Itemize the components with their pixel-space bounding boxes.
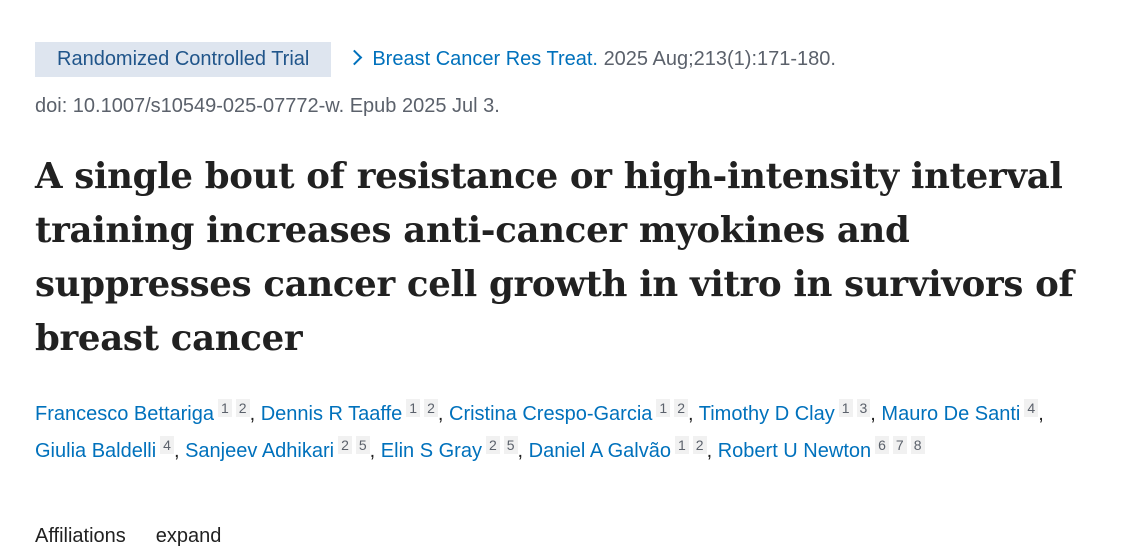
author: Sanjeev Adhikari 2 5: [185, 436, 375, 462]
doi: doi: 10.1007/s10549-025-07772-w. Epub 20…: [35, 95, 500, 117]
chevron-icon: [347, 49, 363, 66]
author: Robert U Newton 6 7 8: [717, 436, 925, 462]
affiliation-number[interactable]: 2: [338, 436, 352, 454]
author: Timothy D Clay 1 3: [698, 399, 876, 425]
affiliation-number[interactable]: 7: [892, 436, 907, 454]
author-name[interactable]: Giulia Baldelli: [35, 440, 157, 462]
affiliation-number[interactable]: 3: [856, 399, 871, 417]
affiliation-number[interactable]: 8: [910, 436, 925, 454]
author: Cristina Crespo-Garcia 1 2: [449, 399, 694, 425]
author-name[interactable]: Elin S Gray: [380, 440, 482, 462]
author: Dennis R Taaffe 1 2: [260, 399, 443, 425]
author-name[interactable]: Robert U Newton: [717, 440, 872, 462]
author: Elin S Gray 2 5: [380, 436, 523, 462]
author-name[interactable]: Dennis R Taaffe: [260, 403, 403, 425]
affiliation-number[interactable]: 4: [1024, 399, 1039, 417]
affiliation-number[interactable]: 1: [217, 399, 232, 417]
citation-bar: Randomized Controlled Trial Breast Cancer…: [35, 42, 836, 77]
citation: 2025 Aug;213(1):171-180.: [603, 48, 836, 70]
journal-link[interactable]: Breast Cancer Res Treat.: [372, 48, 598, 70]
expand-action[interactable]: expand: [155, 525, 222, 547]
affiliation-number[interactable]: 2: [674, 399, 688, 417]
affiliations-label: Affiliations: [35, 525, 126, 547]
affiliation-number[interactable]: 2: [692, 436, 707, 454]
affiliation-number[interactable]: 2: [235, 399, 250, 417]
author-name[interactable]: Timothy D Clay: [698, 403, 835, 425]
page: Randomized Controlled Trial Breast Cancer…: [35, 42, 1115, 547]
affiliation-number[interactable]: 1: [838, 399, 853, 417]
affiliation-number[interactable]: 4: [160, 436, 174, 454]
affiliation-number[interactable]: 6: [875, 436, 889, 454]
author: Mauro De Santi 4: [881, 399, 1044, 425]
article-title: A single bout of resistance or high-inte…: [35, 156, 1074, 359]
author-name[interactable]: Cristina Crespo-Garcia: [449, 403, 653, 425]
affiliation-number[interactable]: 2: [485, 436, 500, 454]
affiliation-number[interactable]: 1: [675, 436, 689, 454]
affiliation-number[interactable]: 2: [424, 399, 438, 417]
author: Giulia Baldelli 4: [35, 436, 180, 462]
article-type-badge: Randomized Controlled Trial: [35, 42, 332, 77]
author-name[interactable]: Mauro De Santi: [881, 403, 1021, 425]
author-name[interactable]: Francesco Bettariga: [35, 403, 214, 425]
author-name[interactable]: Daniel A Galvão: [528, 440, 671, 462]
affiliation-number[interactable]: 1: [656, 399, 671, 417]
author: Francesco Bettariga 1 2: [35, 399, 255, 425]
author: Daniel A Galvão 1 2: [528, 436, 712, 462]
affiliation-number[interactable]: 5: [355, 436, 370, 454]
affiliation-number[interactable]: 1: [406, 399, 421, 417]
affiliation-number[interactable]: 5: [503, 436, 518, 454]
author-name[interactable]: Sanjeev Adhikari: [185, 440, 335, 462]
